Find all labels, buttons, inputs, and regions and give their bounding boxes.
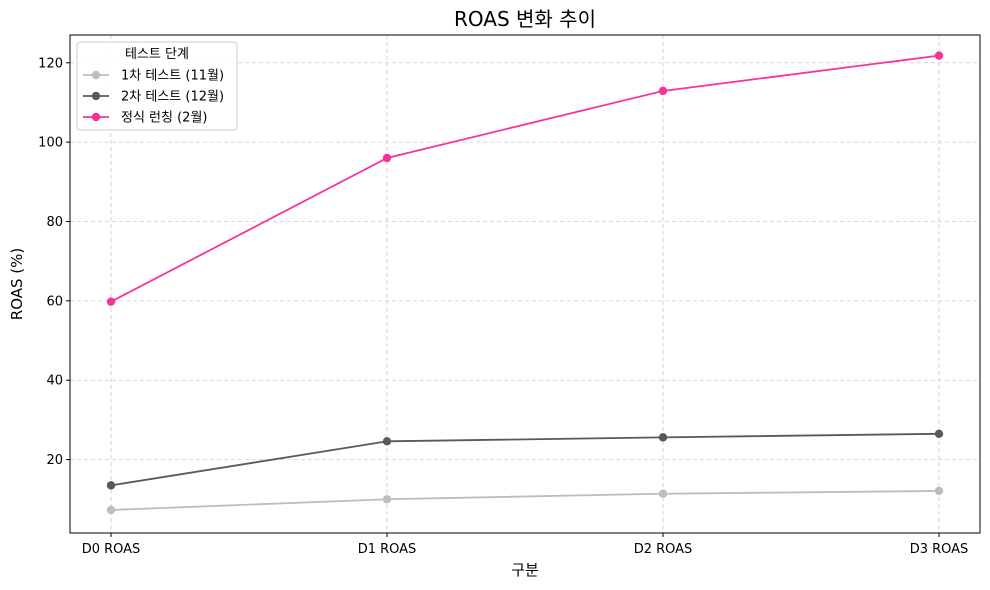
y-axis: 20 40 60 80 100 120 <box>38 56 70 468</box>
y-tick-label: 80 <box>46 215 63 230</box>
y-tick-label: 40 <box>46 374 63 389</box>
data-point <box>382 495 392 504</box>
x-axis-label: 구분 <box>511 561 539 579</box>
data-point <box>934 486 944 496</box>
y-tick-label: 60 <box>46 294 63 309</box>
x-tick-label: D2 ROAS <box>634 542 693 557</box>
y-tick-label: 120 <box>38 56 63 71</box>
series-3 <box>106 51 944 306</box>
legend-title: 테스트 단계 <box>125 47 189 62</box>
x-axis: D0 ROAS D1 ROAS D2 ROAS D3 ROAS <box>82 533 969 557</box>
x-tick-label: D3 ROAS <box>910 542 969 557</box>
series-line <box>110 490 940 511</box>
legend-label: 2차 테스트 (12월) <box>121 90 224 105</box>
data-point <box>106 481 116 490</box>
legend: 테스트 단계 1차 테스트 (11월) 2차 테스트 (12월) 정식 런칭 (2월… <box>76 41 238 131</box>
legend-marker <box>91 70 101 80</box>
x-tick-label: D1 ROAS <box>358 542 417 557</box>
legend-box <box>76 41 238 131</box>
data-point <box>382 437 392 446</box>
data-point <box>658 489 668 498</box>
series-line <box>110 54 940 303</box>
grid <box>70 35 980 533</box>
legend-marker <box>91 91 101 101</box>
data-point <box>106 505 116 515</box>
series-1 <box>106 486 944 515</box>
data-point <box>658 86 668 96</box>
y-axis-label: ROAS (%) <box>8 248 26 320</box>
legend-label: 정식 런칭 (2월) <box>121 111 207 126</box>
data-point <box>382 153 392 163</box>
data-point <box>934 51 944 60</box>
series-group <box>106 51 944 515</box>
y-tick-label: 100 <box>38 136 63 151</box>
data-point <box>106 297 116 306</box>
data-point <box>934 429 944 438</box>
legend-marker <box>91 112 101 122</box>
data-point <box>658 433 668 442</box>
plot-frame <box>69 34 981 534</box>
x-tick-label: D0 ROAS <box>82 542 141 557</box>
series-2 <box>106 429 944 490</box>
series-line <box>110 432 940 487</box>
chart-title: ROAS 변화 추이 <box>454 7 596 31</box>
y-tick-label: 20 <box>46 453 63 468</box>
legend-label: 1차 테스트 (11월) <box>121 69 224 84</box>
